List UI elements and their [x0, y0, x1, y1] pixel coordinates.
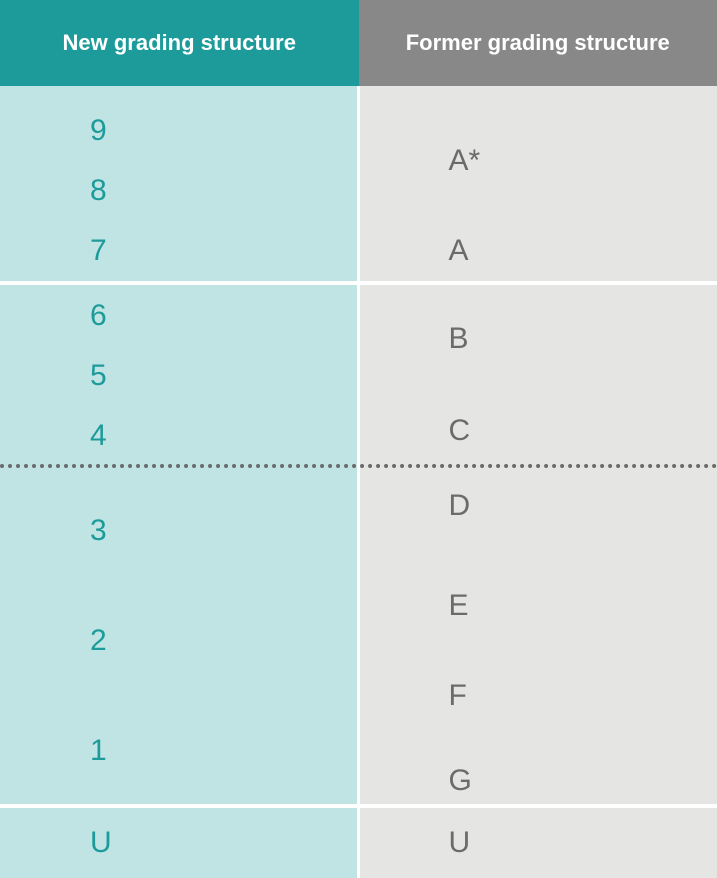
header-former-grading-label: Former grading structure	[406, 30, 670, 56]
column-new-grading: 9 8 7 6 5 4 3 2 1 U	[0, 86, 359, 878]
new-grade-value: 1	[90, 736, 107, 766]
new-grade-value: 9	[90, 116, 107, 146]
table-body: 9 8 7 6 5 4 3 2 1 U A* A B C D E F G U	[0, 86, 717, 878]
former-grade-value: D	[449, 491, 471, 521]
header-new-grading-label: New grading structure	[63, 30, 296, 56]
new-grade-value: 6	[90, 301, 107, 331]
row-divider	[0, 281, 717, 285]
former-grade-value: U	[449, 828, 471, 858]
vertical-separator	[357, 86, 360, 878]
former-grade-value: A*	[449, 146, 481, 176]
former-grade-value: C	[449, 416, 471, 446]
former-grade-value: A	[449, 236, 469, 266]
header-new-grading: New grading structure	[0, 0, 359, 86]
new-grade-value: U	[90, 828, 112, 858]
table-header-row: New grading structure Former grading str…	[0, 0, 717, 86]
new-grade-value: 3	[90, 516, 107, 546]
header-former-grading: Former grading structure	[359, 0, 717, 86]
former-grade-value: B	[449, 324, 469, 354]
new-grade-value: 2	[90, 626, 107, 656]
row-divider	[0, 804, 717, 808]
grading-comparison-table: New grading structure Former grading str…	[0, 0, 717, 878]
column-former-grading: A* A B C D E F G U	[359, 86, 717, 878]
row-divider-dashed	[0, 464, 717, 468]
former-grade-value: G	[449, 766, 472, 796]
new-grade-value: 5	[90, 361, 107, 391]
new-grade-value: 4	[90, 421, 107, 451]
new-grade-value: 8	[90, 176, 107, 206]
new-grade-value: 7	[90, 236, 107, 266]
former-grade-value: F	[449, 681, 467, 711]
former-grade-value: E	[449, 591, 469, 621]
